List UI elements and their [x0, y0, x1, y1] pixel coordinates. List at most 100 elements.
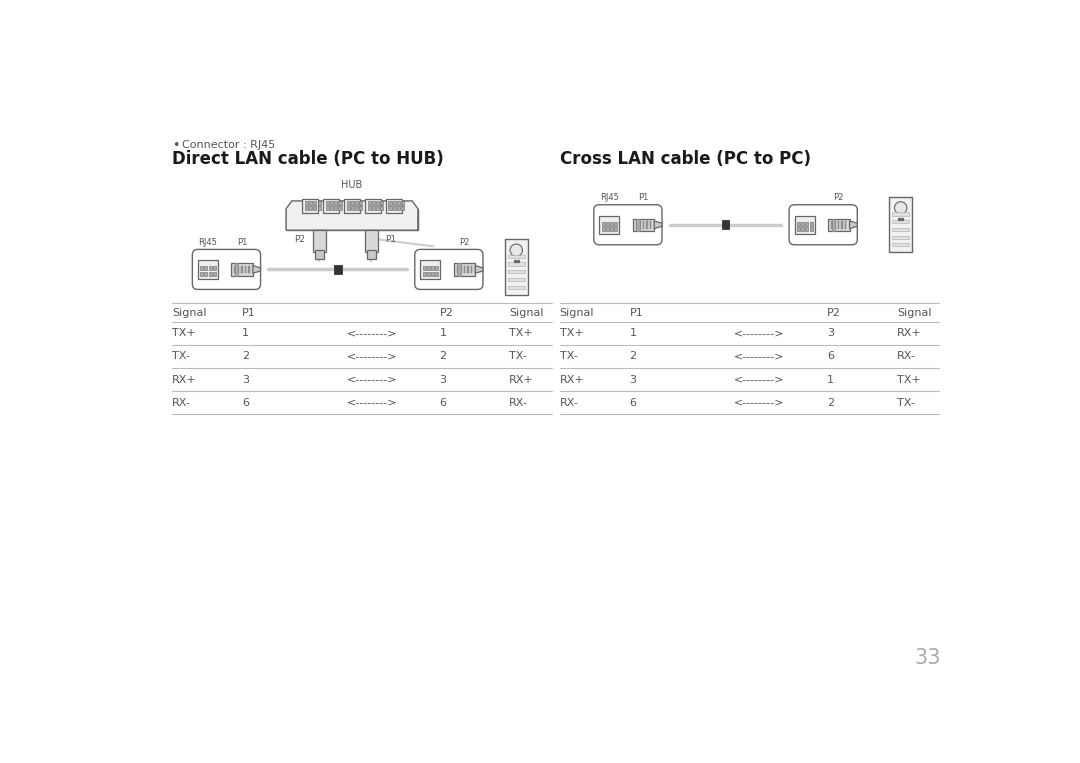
Bar	[213, 272, 216, 275]
Bar	[427, 272, 430, 275]
Text: <-------->: <-------->	[347, 375, 397, 385]
Text: TX-: TX-	[172, 352, 190, 362]
Bar	[326, 201, 328, 204]
Bar	[334, 201, 337, 204]
Bar	[376, 201, 379, 204]
Bar	[831, 221, 833, 229]
Bar	[372, 206, 375, 210]
Text: 2: 2	[242, 352, 249, 362]
Bar	[422, 266, 426, 270]
Bar	[313, 230, 326, 252]
Bar	[345, 199, 360, 213]
Text: 6: 6	[630, 398, 636, 407]
Bar	[393, 206, 395, 210]
Bar	[636, 219, 639, 231]
Circle shape	[894, 201, 907, 214]
Text: 1: 1	[440, 328, 446, 338]
Text: P1: P1	[242, 307, 256, 317]
Text: 1: 1	[242, 328, 249, 338]
Text: P1: P1	[630, 307, 644, 317]
Bar	[245, 266, 246, 273]
Text: 6: 6	[827, 352, 834, 362]
Bar	[610, 222, 613, 226]
Bar	[200, 272, 203, 275]
Text: 6: 6	[242, 398, 249, 407]
Text: 3: 3	[440, 375, 446, 385]
Text: •: •	[172, 139, 179, 152]
Bar	[431, 272, 434, 275]
Bar	[454, 263, 475, 275]
Text: 6: 6	[440, 398, 446, 407]
Bar	[892, 236, 909, 239]
FancyBboxPatch shape	[789, 204, 858, 245]
Bar	[397, 201, 400, 204]
Bar	[508, 262, 525, 266]
Bar	[806, 222, 809, 226]
Polygon shape	[286, 201, 418, 230]
Text: P2: P2	[295, 235, 306, 244]
Text: TX+: TX+	[172, 328, 195, 338]
Text: P1: P1	[237, 238, 247, 247]
Bar	[338, 201, 341, 204]
Bar	[200, 266, 203, 270]
Text: RJ45: RJ45	[599, 194, 619, 202]
Bar	[318, 206, 321, 210]
Bar	[892, 221, 909, 224]
Bar	[389, 206, 392, 210]
Bar	[314, 250, 324, 259]
Bar	[367, 250, 376, 259]
Bar	[810, 222, 813, 226]
Bar	[380, 206, 383, 210]
Bar	[845, 221, 847, 229]
Text: Signal: Signal	[896, 307, 931, 317]
Text: Direct LAN cable (PC to HUB): Direct LAN cable (PC to HUB)	[172, 150, 444, 169]
Bar	[838, 221, 839, 229]
Bar	[639, 221, 640, 229]
Bar	[810, 227, 813, 231]
Bar	[208, 266, 212, 270]
Bar	[435, 266, 438, 270]
FancyBboxPatch shape	[192, 250, 260, 289]
Text: TX+: TX+	[559, 328, 583, 338]
Bar	[610, 227, 613, 231]
Bar	[615, 227, 618, 231]
Bar	[649, 221, 651, 229]
Text: RX+: RX+	[510, 375, 535, 385]
Bar	[504, 240, 528, 295]
Bar	[305, 201, 308, 204]
Bar	[508, 270, 525, 273]
Bar	[360, 206, 363, 210]
Bar	[365, 230, 378, 252]
Text: <-------->: <-------->	[734, 375, 784, 385]
Text: HUB: HUB	[341, 180, 363, 190]
Bar	[372, 201, 375, 204]
Bar	[367, 206, 370, 210]
Text: TX-: TX-	[510, 352, 527, 362]
Bar	[602, 227, 605, 231]
Bar	[801, 227, 805, 231]
FancyBboxPatch shape	[415, 250, 483, 289]
Bar	[841, 221, 843, 229]
Bar	[286, 208, 418, 230]
Bar	[606, 222, 609, 226]
Polygon shape	[850, 221, 858, 229]
Bar	[892, 243, 909, 246]
Text: 33: 33	[915, 648, 941, 668]
Bar	[309, 201, 312, 204]
Text: <-------->: <-------->	[734, 352, 784, 362]
Bar	[347, 206, 350, 210]
Bar	[204, 272, 207, 275]
Bar	[646, 221, 648, 229]
Bar	[355, 201, 359, 204]
Bar	[334, 265, 341, 274]
Bar	[467, 266, 469, 273]
Bar	[313, 201, 316, 204]
Bar	[458, 263, 460, 275]
Bar	[208, 272, 212, 275]
Bar	[334, 206, 337, 210]
Bar	[602, 222, 605, 226]
Text: <-------->: <-------->	[347, 398, 397, 407]
Text: Signal: Signal	[510, 307, 544, 317]
Bar	[643, 221, 644, 229]
Text: P2: P2	[459, 238, 470, 247]
